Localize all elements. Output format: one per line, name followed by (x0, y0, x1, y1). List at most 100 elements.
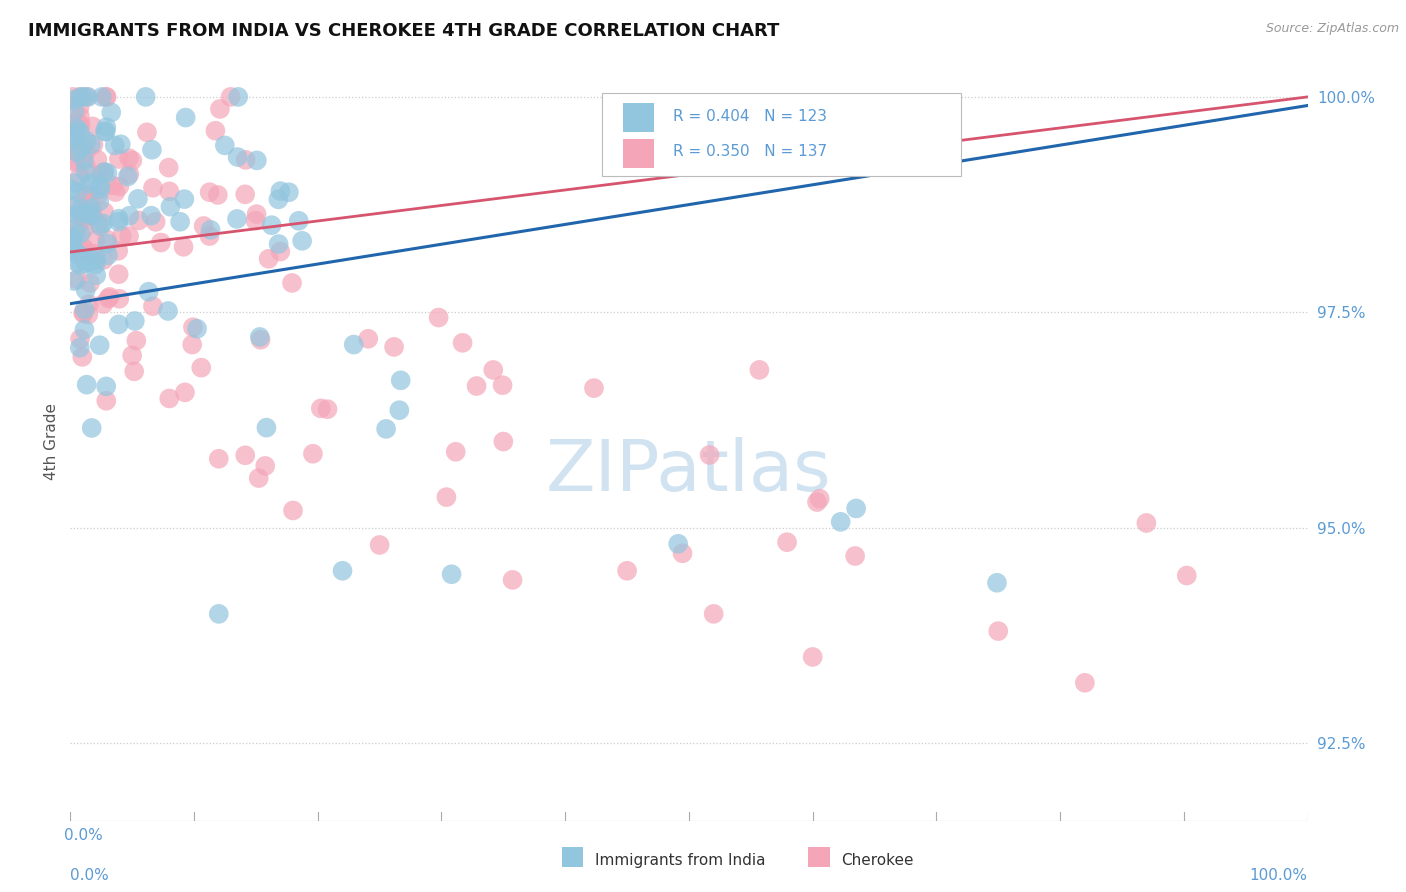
Point (200, 223, 222, 237)
Point (830, 515, 852, 529)
Point (94, 90, 117, 104)
Point (181, 320, 204, 334)
Point (62, 154, 84, 169)
Point (62, 143, 84, 157)
Point (93, 205, 115, 219)
Point (80, 187, 103, 202)
Point (90, 90, 112, 104)
Point (117, 169, 139, 184)
Point (83, 175, 105, 189)
Point (69, 100, 91, 114)
Point (139, 209, 162, 223)
Point (67, 117, 90, 131)
Point (62, 128, 84, 142)
Point (84, 233, 107, 247)
Point (173, 192, 195, 206)
Point (60, 227, 83, 242)
Point (703, 607, 725, 621)
Point (65, 126, 87, 140)
Point (491, 378, 513, 392)
Point (76, 206, 98, 220)
Point (190, 360, 212, 375)
Point (89, 182, 111, 196)
Point (208, 102, 231, 116)
Point (72, 140, 94, 154)
Point (83, 137, 105, 152)
Point (91, 216, 114, 230)
Point (69, 169, 91, 184)
Point (72, 241, 94, 255)
Point (60, 209, 83, 223)
Point (316, 402, 339, 417)
Point (79, 276, 101, 290)
Point (107, 211, 129, 226)
Point (77, 297, 100, 311)
Point (86, 252, 108, 267)
Point (388, 403, 411, 417)
Point (90, 168, 112, 182)
Point (121, 348, 143, 362)
Point (226, 211, 249, 226)
Point (226, 90, 249, 104)
Point (66, 256, 89, 270)
Point (281, 503, 304, 517)
Point (1135, 516, 1157, 530)
Point (208, 607, 231, 621)
Point (427, 310, 450, 325)
Point (72, 241, 94, 255)
Point (233, 448, 256, 462)
Point (260, 218, 283, 232)
Point (138, 285, 160, 299)
Point (72, 305, 94, 319)
Point (65, 198, 87, 212)
Point (97, 248, 120, 262)
Point (84, 268, 107, 283)
Point (281, 276, 304, 290)
Point (254, 420, 277, 434)
Point (108, 179, 131, 194)
Point (65, 114, 87, 128)
Point (269, 244, 291, 259)
Point (267, 237, 290, 252)
Point (1175, 568, 1198, 582)
Point (96, 166, 118, 180)
Point (699, 448, 721, 462)
Point (96, 236, 118, 251)
Point (666, 537, 689, 551)
Point (63, 246, 86, 260)
Point (73, 302, 96, 317)
Point (62, 233, 84, 247)
Point (69, 118, 91, 132)
Point (157, 185, 180, 199)
Point (100, 105, 122, 120)
Point (69, 90, 91, 104)
Point (76, 134, 98, 148)
Point (302, 447, 325, 461)
Point (66, 124, 89, 138)
Point (65, 176, 87, 190)
Text: Immigrants from India: Immigrants from India (595, 853, 765, 868)
Point (193, 219, 215, 233)
FancyBboxPatch shape (602, 93, 962, 177)
Point (332, 564, 354, 578)
Point (93, 297, 115, 311)
Point (79, 199, 101, 213)
Point (436, 490, 458, 504)
Point (66, 121, 89, 136)
Point (125, 334, 148, 348)
Point (181, 337, 204, 351)
Point (492, 434, 515, 449)
Point (72, 306, 94, 320)
Point (72, 350, 94, 364)
Point (145, 215, 167, 229)
Point (249, 333, 271, 347)
Point (343, 337, 366, 351)
Point (128, 213, 150, 227)
Point (169, 215, 191, 229)
Point (69, 332, 91, 346)
Point (62, 153, 84, 167)
Text: Cherokee: Cherokee (841, 853, 914, 868)
Point (76, 194, 98, 208)
Point (82, 120, 104, 134)
Point (69, 142, 91, 156)
